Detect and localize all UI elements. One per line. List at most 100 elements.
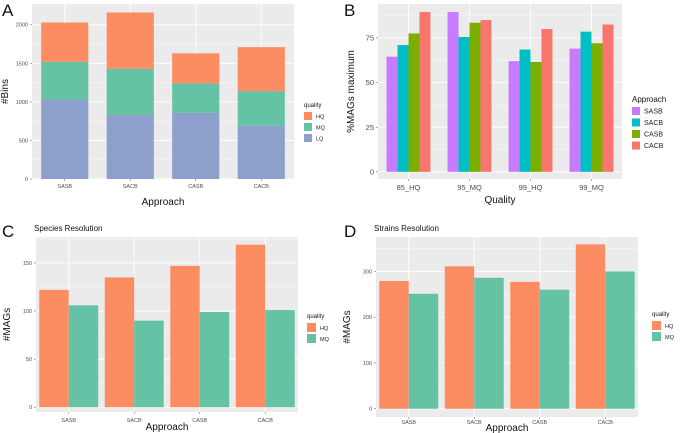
y-tick-label: 300 <box>363 269 372 275</box>
legend-label-hq: HQ <box>320 326 329 332</box>
y-axis-title: %MAGs maximum <box>346 50 357 133</box>
y-tick-label: 50 <box>26 357 32 363</box>
legend-swatch-sasb <box>632 107 640 115</box>
bar-casb-99_mq <box>591 43 603 172</box>
y-tick-label: 50 <box>366 78 374 87</box>
bar-sasb-85_hq <box>386 56 398 172</box>
legend-label-hq: HQ <box>665 324 674 330</box>
x-axis-title: Approach <box>146 422 189 433</box>
legend-swatch-mq <box>307 334 316 343</box>
bar-hq-sasb <box>379 280 409 409</box>
bar-mq-cacb <box>265 310 295 408</box>
y-tick-label: 1500 <box>16 61 28 67</box>
legend-label-sacb: SACB <box>644 120 663 127</box>
x-tick-label: 95_MQ <box>457 183 482 192</box>
panel-letter-d: D <box>344 222 356 241</box>
bar-mq-cacb <box>237 91 285 126</box>
legend-label-cacb: CACB <box>644 143 664 150</box>
chart-panel-a: 0 500 1000 1500 2000 SASB SACB CASB CACB Approach… <box>0 4 326 208</box>
y-tick-label: 2000 <box>16 23 28 29</box>
bar-hq-sasb <box>39 289 69 408</box>
chart-panel-c: 0 50 100 150 SASB SACB CASB CACB Approach #MAGs Sp… <box>2 224 330 433</box>
legend-label-casb: CASB <box>644 131 663 138</box>
y-tick-label: 75 <box>366 34 374 43</box>
y-tick-label: 0 <box>29 405 32 411</box>
bar-mq-sacb <box>106 68 154 116</box>
bar-hq-cacb <box>237 47 285 92</box>
bar-hq-cacb <box>235 244 266 408</box>
bar-cacb-99_mq <box>602 24 614 172</box>
bar-lq-sacb <box>106 115 154 179</box>
legend-swatch-casb <box>632 130 640 138</box>
bar-sacb-85_hq <box>397 45 409 172</box>
y-tick-label: 1000 <box>16 100 28 106</box>
bar-cacb-95_mq <box>480 20 492 172</box>
legend-label-sasb: SASB <box>644 108 663 115</box>
bar-hq-casb <box>510 281 540 409</box>
bar-casb-85_hq <box>408 33 420 172</box>
bar-mq-sasb <box>41 61 89 100</box>
bar-hq-casb <box>170 265 200 408</box>
legend-swatch-hq <box>304 112 312 120</box>
y-tick-label: 0 <box>370 167 374 176</box>
x-tick-label: SASB <box>57 184 72 190</box>
bar-cacb-99_hq <box>541 29 553 172</box>
legend-title: quality <box>652 312 669 318</box>
bar-sacb-99_mq <box>580 31 592 172</box>
y-axis-title: #Bins <box>0 79 11 104</box>
y-tick-label: 100 <box>363 361 372 367</box>
bar-hq-sasb <box>41 22 89 62</box>
legend-label-mq: MQ <box>316 125 326 131</box>
legend-label-lq: LQ <box>316 136 324 142</box>
x-tick-label: CACB <box>254 184 270 190</box>
legend-label-mq: MQ <box>320 337 330 343</box>
x-tick-label: SACB <box>467 420 482 426</box>
legend-title: Approach <box>632 95 666 104</box>
x-tick-label: CASB <box>532 420 547 426</box>
x-axis-title: Approach <box>142 197 185 208</box>
bar-mq-sacb <box>474 277 504 409</box>
bar-cacb-85_hq <box>419 12 431 172</box>
legend-swatch-mq <box>304 123 312 131</box>
plot-title: Species Resolution <box>34 224 102 233</box>
bar-lq-cacb <box>237 125 285 179</box>
y-tick-label: 0 <box>25 177 28 183</box>
y-axis-title: #MAGs <box>342 310 353 343</box>
legend-label-hq: HQ <box>316 114 325 120</box>
bar-mq-cacb <box>605 271 635 409</box>
bar-hq-casb <box>172 53 220 84</box>
x-tick-label: CACB <box>258 418 274 424</box>
legend-swatch-hq <box>652 321 661 330</box>
bar-sacb-99_hq <box>519 49 531 172</box>
y-tick-label: 500 <box>19 138 28 144</box>
bar-lq-sasb <box>41 99 89 179</box>
bar-mq-sacb <box>134 320 164 408</box>
x-tick-label: SASB <box>401 420 416 426</box>
bar-sasb-99_mq <box>569 48 581 172</box>
x-axis-title: Quality <box>484 195 515 206</box>
bar-hq-sacb <box>444 266 475 409</box>
legend-label-mq: MQ <box>665 335 675 341</box>
bar-sasb-95_mq <box>447 12 459 172</box>
x-tick-label: CASB <box>188 184 203 190</box>
y-tick-label: 150 <box>23 261 32 267</box>
bar-lq-casb <box>172 112 220 179</box>
bar-mq-sasb <box>68 305 99 408</box>
bar-hq-sacb <box>106 12 154 69</box>
x-tick-label: SACB <box>127 418 142 424</box>
bar-mq-sasb <box>408 293 439 409</box>
legend-title: quality <box>307 314 324 320</box>
y-axis-title: #MAGs <box>2 308 13 341</box>
y-tick-label: 200 <box>363 315 372 321</box>
panel-letter-a: A <box>2 1 14 20</box>
x-tick-label: CACB <box>598 420 614 426</box>
panel-letter-b: B <box>344 1 355 20</box>
y-tick-label: 0 <box>369 407 372 413</box>
legend-swatch-lq <box>304 134 312 142</box>
bar-sacb-95_mq <box>458 37 470 172</box>
bar-mq-casb <box>199 312 230 408</box>
bar-casb-99_hq <box>530 62 542 172</box>
panel-letter-c: C <box>2 222 14 241</box>
bar-hq-sacb <box>104 277 135 408</box>
chart-panel-d: 0 100 200 300 SASB SACB CASB CACB Approach #MAGs S… <box>342 224 675 433</box>
